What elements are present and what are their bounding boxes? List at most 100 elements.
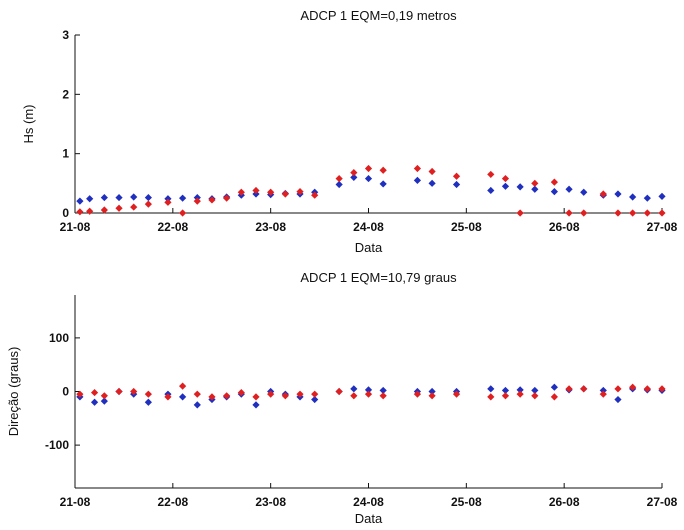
y-tick-label: 0 bbox=[62, 206, 69, 220]
data-point bbox=[144, 200, 152, 208]
data-point bbox=[516, 183, 524, 191]
data-point bbox=[379, 180, 387, 188]
data-point bbox=[144, 390, 152, 398]
data-point bbox=[379, 392, 387, 400]
x-tick-label: 22-08 bbox=[157, 495, 188, 509]
data-point bbox=[100, 193, 108, 202]
data-point bbox=[237, 188, 245, 196]
data-point bbox=[90, 388, 99, 397]
data-point bbox=[100, 206, 108, 214]
data-point bbox=[599, 390, 607, 398]
x-tick-label: 25-08 bbox=[451, 220, 482, 234]
data-point bbox=[501, 182, 510, 190]
data-point bbox=[413, 164, 422, 173]
y-tick-label: 1 bbox=[62, 147, 69, 161]
data-point bbox=[364, 386, 373, 394]
data-point bbox=[296, 390, 304, 398]
data-point bbox=[487, 393, 495, 401]
data-point bbox=[643, 194, 651, 202]
data-point bbox=[428, 392, 436, 400]
x-axis-label: Data bbox=[355, 511, 383, 526]
y-tick-label: -100 bbox=[45, 438, 69, 452]
data-point bbox=[452, 390, 461, 398]
data-point bbox=[487, 186, 495, 195]
data-point bbox=[614, 385, 622, 393]
x-tick-label: 21-08 bbox=[60, 495, 91, 509]
data-point bbox=[179, 382, 187, 390]
data-point bbox=[267, 188, 275, 196]
data-point bbox=[350, 169, 358, 177]
data-point bbox=[614, 190, 622, 198]
data-point bbox=[350, 392, 358, 400]
data-point bbox=[164, 198, 172, 206]
data-point bbox=[76, 390, 84, 398]
data-point bbox=[100, 392, 108, 400]
data-point bbox=[115, 193, 123, 202]
x-tick-label: 24-08 bbox=[353, 495, 384, 509]
x-tick-label: 24-08 bbox=[353, 220, 384, 234]
x-tick-label: 26-08 bbox=[549, 220, 580, 234]
chart-1: ADCP 1 EQM=0,19 metros 21-08 22-08 23-08 24-… bbox=[21, 8, 678, 255]
data-point bbox=[208, 393, 216, 401]
data-point bbox=[179, 194, 187, 202]
data-point bbox=[428, 167, 436, 176]
y-tick-label: 2 bbox=[62, 87, 69, 101]
data-point bbox=[311, 390, 319, 398]
data-point bbox=[599, 190, 607, 198]
chart-2: ADCP 1 EQM=10,79 graus 21-08 22-08 23-08 24-… bbox=[6, 270, 678, 526]
x-tick-label: 22-08 bbox=[157, 220, 188, 234]
y-axis-label: Direção (graus) bbox=[6, 347, 21, 437]
data-point bbox=[193, 401, 201, 409]
data-point bbox=[364, 174, 373, 183]
data-point bbox=[115, 387, 123, 396]
data-point bbox=[179, 393, 187, 401]
data-point bbox=[223, 194, 231, 202]
data-point bbox=[237, 388, 245, 397]
data-point bbox=[658, 192, 666, 200]
data-point bbox=[643, 209, 651, 217]
data-point bbox=[428, 179, 436, 187]
x-axis-label: Data bbox=[355, 240, 383, 255]
data-point bbox=[413, 176, 422, 184]
data-point bbox=[531, 179, 539, 187]
data-point bbox=[164, 393, 172, 401]
data-point bbox=[550, 393, 558, 401]
series-2 bbox=[76, 382, 666, 401]
data-point bbox=[565, 385, 573, 393]
x-tick-label: 27-08 bbox=[647, 495, 678, 509]
data-point bbox=[252, 401, 260, 409]
data-point bbox=[516, 386, 524, 394]
data-point bbox=[580, 188, 588, 196]
x-tick-label: 27-08 bbox=[647, 220, 678, 234]
data-point bbox=[580, 385, 588, 393]
data-point bbox=[335, 174, 343, 183]
data-point bbox=[76, 197, 84, 205]
y-axis-label: Hs (m) bbox=[21, 105, 36, 144]
data-point bbox=[501, 386, 510, 395]
data-point bbox=[311, 395, 319, 404]
data-point bbox=[516, 209, 524, 217]
data-point bbox=[86, 195, 94, 203]
data-point bbox=[487, 385, 495, 393]
chart-title: ADCP 1 EQM=10,79 graus bbox=[300, 270, 457, 285]
data-point bbox=[252, 186, 260, 195]
data-point bbox=[296, 188, 304, 196]
data-point bbox=[550, 383, 558, 391]
data-point bbox=[629, 209, 637, 217]
data-point bbox=[531, 185, 539, 193]
data-point bbox=[281, 392, 289, 400]
data-point bbox=[144, 398, 152, 406]
series-1 bbox=[76, 173, 666, 205]
data-point bbox=[144, 193, 152, 202]
data-point bbox=[550, 178, 558, 186]
data-point bbox=[252, 393, 260, 401]
data-point bbox=[452, 172, 461, 180]
series-2 bbox=[76, 164, 666, 217]
y-tick-label: 100 bbox=[49, 331, 69, 345]
data-point bbox=[614, 395, 622, 404]
data-point bbox=[487, 170, 495, 179]
data-point bbox=[565, 185, 573, 193]
data-point bbox=[550, 188, 558, 196]
data-point bbox=[223, 392, 231, 400]
x-tick-label: 25-08 bbox=[451, 495, 482, 509]
